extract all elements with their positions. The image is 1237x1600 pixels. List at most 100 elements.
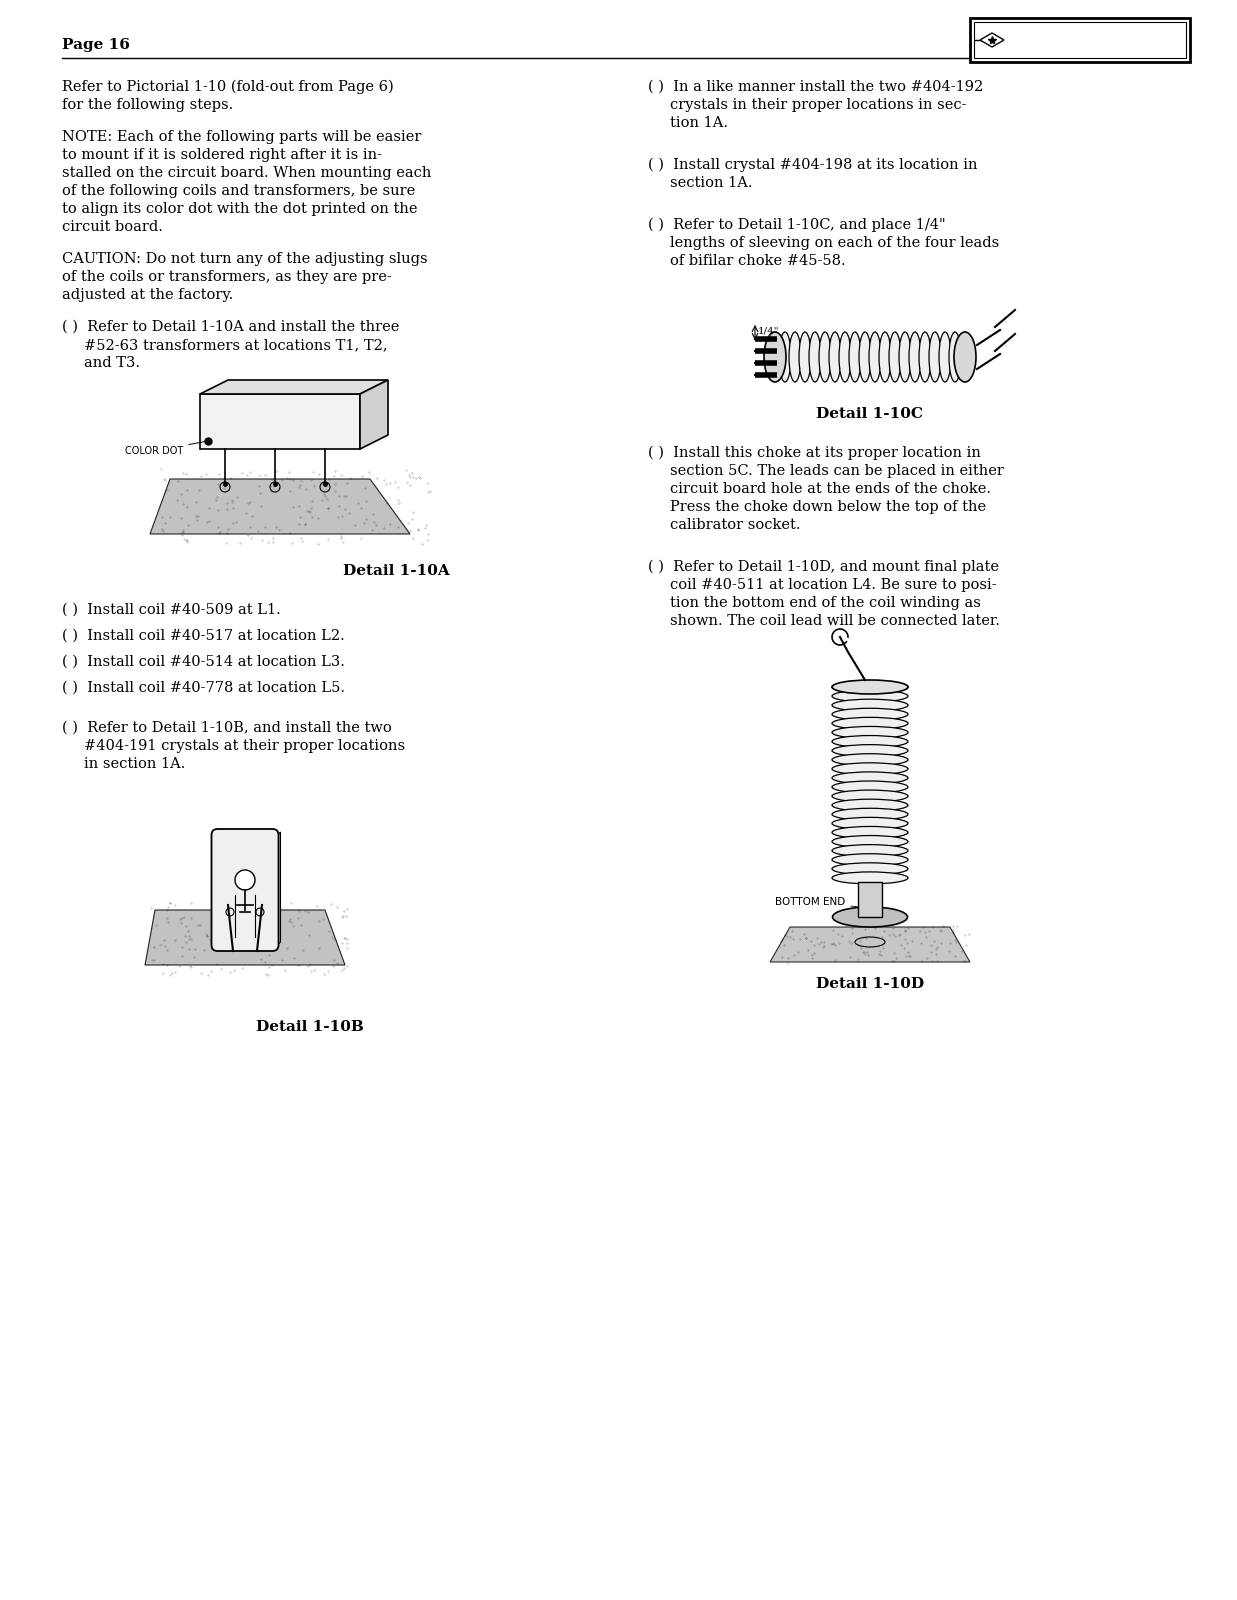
Text: ( )  Refer to Detail 1-10C, and place 1/4": ( ) Refer to Detail 1-10C, and place 1/4…: [648, 218, 945, 232]
Ellipse shape: [833, 862, 908, 875]
Ellipse shape: [833, 798, 908, 811]
Text: stalled on the circuit board. When mounting each: stalled on the circuit board. When mount…: [62, 166, 432, 179]
Text: calibrator socket.: calibrator socket.: [670, 518, 800, 531]
Ellipse shape: [833, 827, 908, 838]
Text: BOTTOM END: BOTTOM END: [776, 898, 857, 907]
Ellipse shape: [949, 333, 961, 382]
Text: to align its color dot with the dot printed on the: to align its color dot with the dot prin…: [62, 202, 418, 216]
Text: #52-63 transformers at locations T1, T2,: #52-63 transformers at locations T1, T2,: [84, 338, 387, 352]
FancyBboxPatch shape: [212, 829, 278, 950]
Ellipse shape: [833, 854, 908, 866]
Ellipse shape: [889, 333, 901, 382]
Polygon shape: [272, 832, 281, 950]
Text: circuit board hole at the ends of the choke.: circuit board hole at the ends of the ch…: [670, 482, 991, 496]
Polygon shape: [145, 910, 345, 965]
Polygon shape: [858, 882, 882, 917]
Ellipse shape: [833, 907, 908, 926]
Ellipse shape: [833, 845, 908, 856]
Polygon shape: [769, 926, 970, 962]
Text: Detail 1-10B: Detail 1-10B: [256, 1021, 364, 1034]
Ellipse shape: [929, 333, 941, 382]
Text: of the coils or transformers, as they are pre-: of the coils or transformers, as they ar…: [62, 270, 392, 285]
Circle shape: [235, 870, 255, 890]
Ellipse shape: [909, 333, 922, 382]
Text: ( )  Refer to Detail 1-10A and install the three: ( ) Refer to Detail 1-10A and install th…: [62, 320, 400, 334]
Text: Press the choke down below the top of the: Press the choke down below the top of th…: [670, 499, 986, 514]
Ellipse shape: [849, 333, 861, 382]
Polygon shape: [200, 394, 360, 450]
Text: Detail 1-10D: Detail 1-10D: [816, 978, 924, 990]
Ellipse shape: [833, 790, 908, 802]
Text: and T3.: and T3.: [84, 357, 140, 370]
Text: of the following coils and transformers, be sure: of the following coils and transformers,…: [62, 184, 416, 198]
Text: tion the bottom end of the coil winding as: tion the bottom end of the coil winding …: [670, 595, 981, 610]
Text: ( )  Install coil #40-778 at location L5.: ( ) Install coil #40-778 at location L5.: [62, 682, 345, 694]
Text: HEATHKIT: HEATHKIT: [1012, 32, 1115, 48]
Text: ( )  Install crystal #404-198 at its location in: ( ) Install crystal #404-198 at its loca…: [648, 158, 977, 173]
Text: Refer to Pictorial 1-10 (fold-out from Page 6): Refer to Pictorial 1-10 (fold-out from P…: [62, 80, 393, 94]
Ellipse shape: [870, 333, 881, 382]
Text: ( )  Install coil #40-514 at location L3.: ( ) Install coil #40-514 at location L3.: [62, 654, 345, 669]
Text: section 1A.: section 1A.: [670, 176, 752, 190]
Ellipse shape: [833, 771, 908, 784]
Ellipse shape: [833, 690, 908, 702]
Ellipse shape: [799, 333, 811, 382]
Ellipse shape: [789, 333, 802, 382]
Ellipse shape: [833, 699, 908, 710]
Text: of bifilar choke #45-58.: of bifilar choke #45-58.: [670, 254, 846, 267]
Text: ( )  Install coil #40-517 at location L2.: ( ) Install coil #40-517 at location L2.: [62, 629, 345, 643]
Text: NOTE: Each of the following parts will be easier: NOTE: Each of the following parts will b…: [62, 130, 422, 144]
Ellipse shape: [833, 872, 908, 883]
Polygon shape: [980, 34, 1004, 46]
Ellipse shape: [833, 680, 908, 694]
Ellipse shape: [833, 808, 908, 821]
Text: lengths of sleeving on each of the four leads: lengths of sleeving on each of the four …: [670, 235, 999, 250]
Ellipse shape: [833, 744, 908, 757]
Text: ( )  Install this choke at its proper location in: ( ) Install this choke at its proper loc…: [648, 446, 981, 461]
Text: ( )  In a like manner install the two #404-192: ( ) In a like manner install the two #40…: [648, 80, 983, 94]
Text: coil #40-511 at location L4. Be sure to posi-: coil #40-511 at location L4. Be sure to …: [670, 578, 997, 592]
Text: section 5C. The leads can be placed in either: section 5C. The leads can be placed in e…: [670, 464, 1004, 478]
Ellipse shape: [764, 333, 785, 382]
Text: adjusted at the factory.: adjusted at the factory.: [62, 288, 234, 302]
Text: Page 16: Page 16: [62, 38, 130, 51]
Text: circuit board.: circuit board.: [62, 219, 163, 234]
Text: to mount if it is soldered right after it is in-: to mount if it is soldered right after i…: [62, 149, 382, 162]
Text: Detail 1-10C: Detail 1-10C: [816, 406, 924, 421]
Text: COLOR DOT: COLOR DOT: [125, 442, 205, 456]
Ellipse shape: [833, 754, 908, 766]
Text: ( )  Refer to Detail 1-10D, and mount final plate: ( ) Refer to Detail 1-10D, and mount fin…: [648, 560, 999, 574]
Text: #404-191 crystals at their proper locations: #404-191 crystals at their proper locati…: [84, 739, 406, 754]
Ellipse shape: [833, 835, 908, 848]
Ellipse shape: [779, 333, 790, 382]
FancyBboxPatch shape: [970, 18, 1190, 62]
Text: for the following steps.: for the following steps.: [62, 98, 234, 112]
Polygon shape: [200, 379, 388, 394]
Ellipse shape: [833, 726, 908, 739]
Text: Detail 1-10A: Detail 1-10A: [343, 565, 450, 578]
Ellipse shape: [833, 763, 908, 774]
Ellipse shape: [819, 333, 831, 382]
Text: in section 1A.: in section 1A.: [84, 757, 186, 771]
Text: crystals in their proper locations in sec-: crystals in their proper locations in se…: [670, 98, 966, 112]
Ellipse shape: [880, 333, 891, 382]
Ellipse shape: [954, 333, 976, 382]
Ellipse shape: [809, 333, 821, 382]
Text: ( )  Refer to Detail 1-10B, and install the two: ( ) Refer to Detail 1-10B, and install t…: [62, 722, 392, 734]
Ellipse shape: [839, 333, 851, 382]
Polygon shape: [150, 478, 409, 534]
Text: shown. The coil lead will be connected later.: shown. The coil lead will be connected l…: [670, 614, 999, 627]
Ellipse shape: [858, 333, 871, 382]
Text: 1/4": 1/4": [758, 326, 779, 336]
Ellipse shape: [833, 781, 908, 794]
Text: CAUTION: Do not turn any of the adjusting slugs: CAUTION: Do not turn any of the adjustin…: [62, 251, 428, 266]
Ellipse shape: [833, 709, 908, 720]
Polygon shape: [360, 379, 388, 450]
Ellipse shape: [833, 717, 908, 730]
Ellipse shape: [833, 682, 908, 693]
Ellipse shape: [833, 818, 908, 829]
Ellipse shape: [919, 333, 931, 382]
Text: ( )  Install coil #40-509 at L1.: ( ) Install coil #40-509 at L1.: [62, 603, 281, 618]
Ellipse shape: [939, 333, 951, 382]
Ellipse shape: [829, 333, 841, 382]
